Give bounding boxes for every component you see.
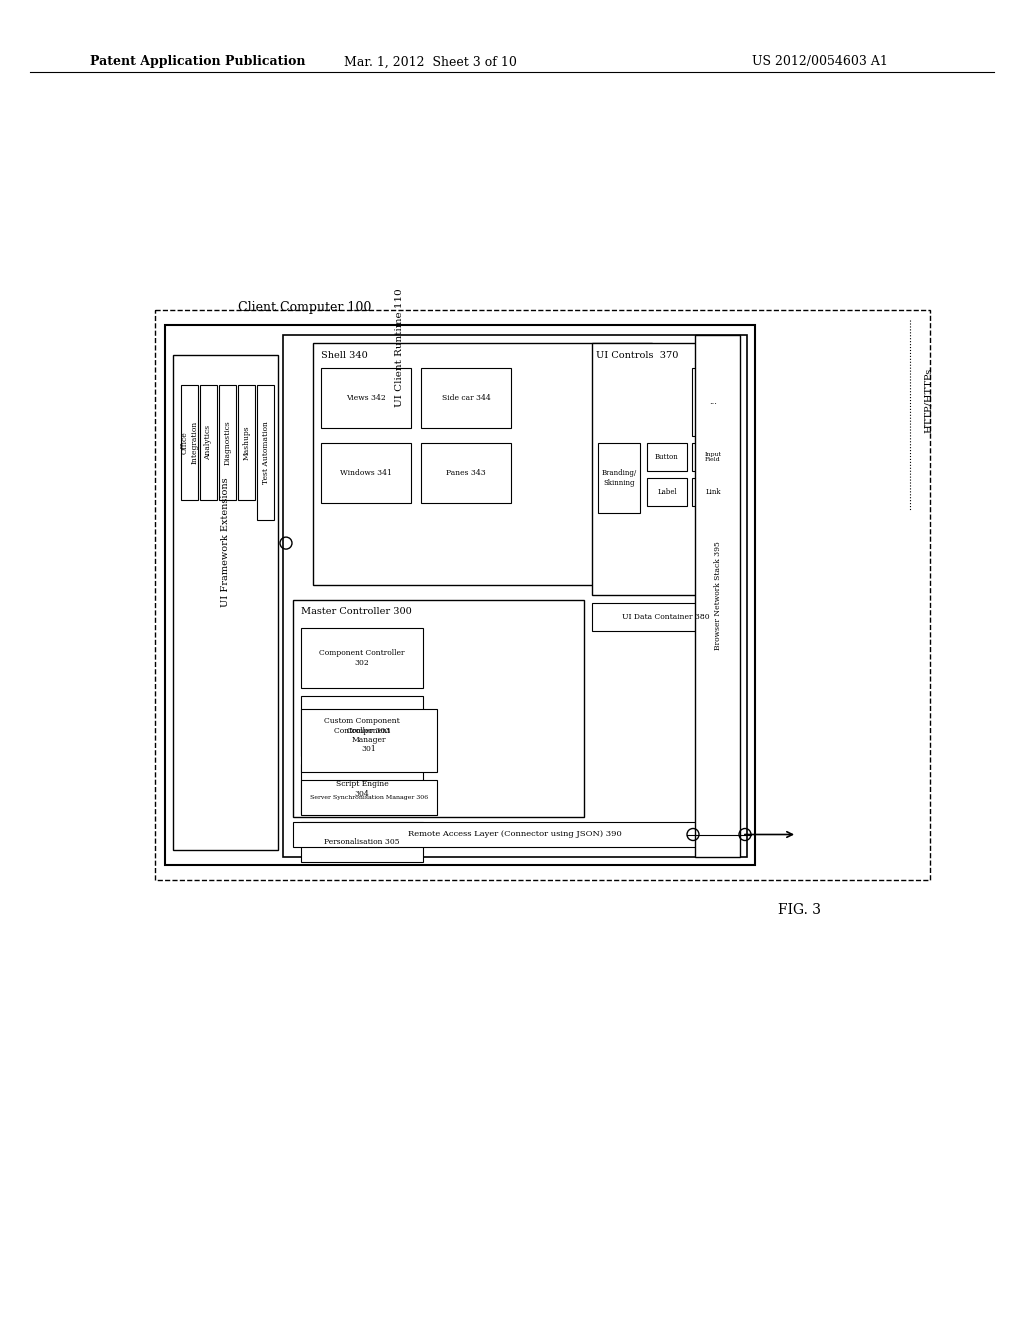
Text: Windows 341: Windows 341 xyxy=(340,469,392,477)
Text: Test Automation: Test Automation xyxy=(261,421,269,484)
Text: Analytics: Analytics xyxy=(205,425,213,461)
Text: UI Data Container 380: UI Data Container 380 xyxy=(622,612,710,620)
Text: HTTP/HTTPs: HTTP/HTTPs xyxy=(924,367,933,433)
Bar xyxy=(698,378,726,421)
Bar xyxy=(200,385,217,500)
Text: Branding/
Skinning: Branding/ Skinning xyxy=(601,470,637,487)
Bar xyxy=(257,385,274,520)
Bar xyxy=(301,709,436,772)
Bar xyxy=(219,385,236,500)
Bar xyxy=(421,444,511,503)
Text: FIG. 3: FIG. 3 xyxy=(778,903,821,917)
Text: Shell 340: Shell 340 xyxy=(321,351,368,359)
Text: Script Engine
304: Script Engine 304 xyxy=(336,780,388,797)
Text: Patent Application Publication: Patent Application Publication xyxy=(90,55,305,69)
Text: Master Controller 300: Master Controller 300 xyxy=(301,607,412,616)
Text: Component Controller
302: Component Controller 302 xyxy=(319,649,404,667)
Bar xyxy=(321,368,411,428)
Text: Input
Field: Input Field xyxy=(705,451,722,462)
Bar xyxy=(155,310,930,880)
Bar xyxy=(165,325,755,865)
Text: Side car 344: Side car 344 xyxy=(441,393,490,403)
Text: Button: Button xyxy=(655,453,679,461)
Bar xyxy=(301,696,423,756)
Bar xyxy=(181,385,198,500)
Bar xyxy=(692,478,734,506)
Text: Link: Link xyxy=(706,488,721,496)
Bar xyxy=(321,444,411,503)
Bar xyxy=(238,385,255,500)
Text: Views 342: Views 342 xyxy=(346,393,386,403)
Bar xyxy=(283,335,746,857)
Text: Browser Network Stack 395: Browser Network Stack 395 xyxy=(714,541,722,651)
Bar xyxy=(293,822,737,847)
Text: UI Client Runtime 110: UI Client Runtime 110 xyxy=(394,289,403,408)
Text: Component
Manager
301: Component Manager 301 xyxy=(347,727,391,754)
Text: UI Framework Extensions: UI Framework Extensions xyxy=(221,478,230,607)
Text: Diagnostics: Diagnostics xyxy=(223,420,231,465)
Bar xyxy=(592,603,739,631)
Text: Server Synchronisation Manager 306: Server Synchronisation Manager 306 xyxy=(309,795,428,800)
Bar xyxy=(598,444,640,513)
Text: ...: ... xyxy=(709,399,717,407)
Bar xyxy=(647,478,687,506)
Bar xyxy=(592,343,739,595)
Text: US 2012/0054603 A1: US 2012/0054603 A1 xyxy=(752,55,888,69)
Text: Personalisation 305: Personalisation 305 xyxy=(325,838,399,846)
Bar xyxy=(301,780,436,814)
Bar xyxy=(173,355,278,850)
Text: Client Computer 100: Client Computer 100 xyxy=(239,301,372,314)
Bar xyxy=(293,601,584,817)
Bar xyxy=(695,335,740,857)
Bar xyxy=(647,444,687,471)
Bar xyxy=(421,368,511,428)
Bar xyxy=(301,764,423,814)
Text: Mashups: Mashups xyxy=(243,425,251,459)
Bar xyxy=(301,628,423,688)
Bar xyxy=(301,822,423,862)
Text: UI Controls  370: UI Controls 370 xyxy=(596,351,678,359)
Bar xyxy=(692,368,734,436)
Text: Label: Label xyxy=(657,488,677,496)
Text: Remote Access Layer (Connector using JSON) 390: Remote Access Layer (Connector using JSO… xyxy=(409,830,622,838)
Bar xyxy=(313,343,652,585)
Bar xyxy=(692,444,734,471)
Text: Mar. 1, 2012  Sheet 3 of 10: Mar. 1, 2012 Sheet 3 of 10 xyxy=(344,55,516,69)
Text: Office
Integration: Office Integration xyxy=(181,421,198,465)
Text: Custom Component
Controller 303: Custom Component Controller 303 xyxy=(325,717,399,735)
Text: Panes 343: Panes 343 xyxy=(446,469,485,477)
